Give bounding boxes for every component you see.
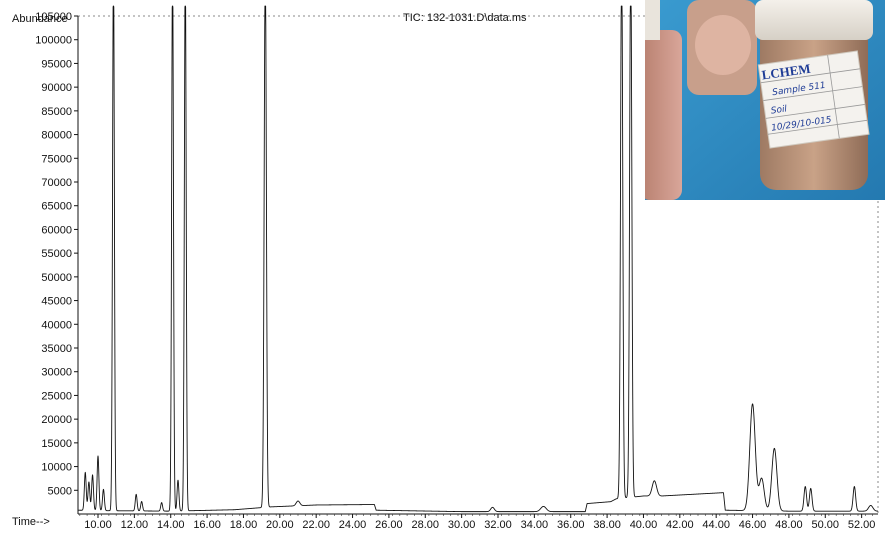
x-tick-label: 24.00 <box>339 519 367 531</box>
x-tick-label: 38.00 <box>593 519 621 531</box>
y-tick-label: 5000 <box>48 485 72 497</box>
y-tick-label: 30000 <box>41 367 72 379</box>
y-tick-label: 100000 <box>35 35 72 47</box>
x-tick-label: 28.00 <box>412 519 440 531</box>
left-jar <box>645 30 682 200</box>
x-tick-label: 32.00 <box>484 519 512 531</box>
x-tick-label: 50.00 <box>812 519 840 531</box>
y-tick-label: 85000 <box>41 106 72 118</box>
x-tick-label: 26.00 <box>375 519 403 531</box>
axes-layer: 5000 10000 15000 20000 25000 30000 35000 40000 4… <box>35 11 879 531</box>
x-tick-label: 16.00 <box>193 519 221 531</box>
tic-trace-line <box>77 5 879 513</box>
y-tick-label: 35000 <box>41 343 72 355</box>
y-tick-label: 80000 <box>41 130 72 142</box>
x-tick-label: 40.00 <box>630 519 658 531</box>
y-tick-label: 95000 <box>41 58 72 70</box>
label-line-2: Soil <box>770 104 788 116</box>
jar-label: LCHEM Sample 511 Soil 10/29/10-015 <box>757 50 870 149</box>
y-tick-label: 10000 <box>41 462 72 474</box>
x-tick-label: 12.00 <box>121 519 149 531</box>
y-tick-label: 75000 <box>41 153 72 165</box>
main-jar-cap <box>755 0 873 40</box>
y-tick-label: 45000 <box>41 296 72 308</box>
y-tick-label: 20000 <box>41 414 72 426</box>
y-tick-label: 25000 <box>41 390 72 402</box>
x-tick-label: 44.00 <box>702 519 730 531</box>
x-tick-label: 46.00 <box>739 519 767 531</box>
label-brand: LCHEM <box>761 61 812 83</box>
label-layer: TIC: 132-1031.D\data.ms Abundance Time--… <box>12 12 527 528</box>
x-tick-label: 14.00 <box>157 519 185 531</box>
x-tick-label: 48.00 <box>775 519 803 531</box>
sample-jar-photo: LCHEM Sample 511 Soil 10/29/10-015 <box>645 0 885 200</box>
x-tick-label: 10.00 <box>84 519 112 531</box>
chart-title: TIC: 132-1031.D\data.ms <box>403 12 527 24</box>
x-tick-label: 34.00 <box>521 519 549 531</box>
y-tick-label: 15000 <box>41 438 72 450</box>
x-tick-label: 36.00 <box>557 519 585 531</box>
x-tick-label: 30.00 <box>448 519 476 531</box>
x-tick-label: 20.00 <box>266 519 294 531</box>
y-axis-title: Abundance <box>12 13 68 25</box>
x-tick-label: 18.00 <box>230 519 258 531</box>
y-tick-label: 70000 <box>41 177 72 189</box>
x-axis-title: Time--> <box>12 516 50 528</box>
y-tick-label: 50000 <box>41 272 72 284</box>
y-tick-label: 55000 <box>41 248 72 260</box>
y-tick-label: 90000 <box>41 82 72 94</box>
data-layer <box>77 5 879 513</box>
x-tick-label: 22.00 <box>302 519 330 531</box>
x-tick-label: 52.00 <box>848 519 876 531</box>
y-tick-label: 65000 <box>41 201 72 213</box>
y-tick-label: 105000 <box>35 11 72 23</box>
left-jar-cap <box>645 0 660 40</box>
y-tick-label: 60000 <box>41 224 72 236</box>
y-tick-label: 40000 <box>41 319 72 331</box>
x-tick-label: 42.00 <box>666 519 694 531</box>
sample-jar-illustration: LCHEM Sample 511 Soil 10/29/10-015 <box>645 0 885 200</box>
